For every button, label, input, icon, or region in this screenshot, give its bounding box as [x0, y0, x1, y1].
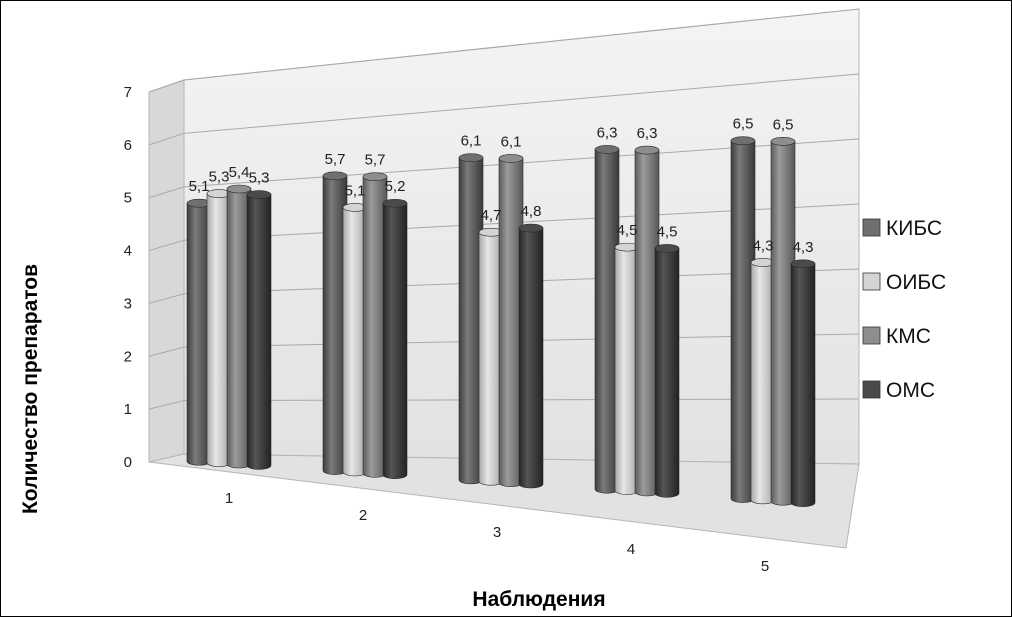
data-labels: 5,15,3 5,4 5,35,75,15,75,26,14,76,14,86,34…	[189, 116, 814, 256]
data-label: 5,7	[325, 151, 346, 168]
bar	[206, 189, 232, 467]
gridline-side	[148, 400, 185, 410]
x-tick-label: 4	[627, 541, 635, 558]
floor	[148, 453, 860, 549]
gridline-side	[148, 346, 185, 357]
data-label: 5,1	[345, 182, 366, 199]
data-label: 5,3	[209, 169, 230, 186]
bar	[186, 198, 212, 466]
gridline-side	[148, 293, 185, 304]
data-label: 6,3	[597, 124, 618, 141]
bar	[730, 136, 756, 503]
x-tick-label: 2	[359, 507, 367, 524]
legend-swatch	[862, 218, 881, 237]
x-tick-label: 3	[493, 524, 501, 541]
data-label: 6,5	[773, 116, 794, 133]
legend-label: КМС	[886, 325, 931, 348]
gridline-side	[148, 79, 185, 93]
data-label: 4,3	[793, 239, 814, 256]
data-label: 4,3	[753, 237, 774, 254]
gridline	[183, 73, 860, 134]
gridline-side	[148, 239, 185, 252]
data-label: 6,1	[501, 133, 522, 150]
bar	[594, 145, 620, 494]
y-tick-label: 6	[124, 137, 132, 154]
legend-label: КИБС	[886, 217, 942, 240]
legend: КИБС ОИБС КМС ОМС	[862, 217, 946, 402]
legend-label: ОИБС	[886, 271, 946, 294]
y-tick-label: 1	[124, 401, 132, 418]
x-tick-label: 1	[225, 490, 233, 507]
bars	[186, 136, 816, 507]
data-label: 4,7	[481, 207, 502, 224]
data-label: 6,5	[733, 116, 754, 133]
bar	[634, 145, 660, 497]
data-label: 5,1	[189, 178, 210, 195]
legend-item: КМС	[862, 325, 931, 348]
y-tick-label: 0	[124, 454, 132, 471]
bar	[654, 244, 680, 498]
legend-swatch	[862, 380, 881, 399]
y-axis-ticks: 0 1 2 3 4 5 6 7	[124, 84, 132, 471]
bar	[614, 242, 640, 495]
data-label: 5,3	[249, 170, 270, 187]
gridline-side	[148, 186, 185, 199]
data-label: 5,4	[229, 164, 250, 181]
x-axis-title: Наблюдения	[472, 588, 605, 611]
bar	[518, 223, 544, 489]
data-label: 5,7	[365, 152, 386, 169]
data-label: 6,3	[637, 125, 658, 142]
legend-item: КИБС	[862, 217, 942, 240]
gridline-side	[148, 132, 185, 146]
bar	[498, 154, 524, 487]
legend-item: ОМС	[862, 379, 935, 402]
data-label: 4,5	[657, 223, 678, 240]
data-label: 4,8	[521, 203, 542, 220]
y-tick-label: 5	[124, 190, 132, 207]
y-tick-label: 3	[124, 295, 132, 312]
x-axis-ticks: 1 2 3 4 5	[225, 490, 769, 575]
legend-swatch	[862, 272, 881, 291]
y-tick-label: 2	[124, 348, 132, 365]
legend-label: ОМС	[886, 379, 935, 402]
y-axis-title: Количество препаратов	[19, 264, 42, 514]
y-tick-label: 7	[124, 84, 132, 101]
gridline	[183, 8, 860, 81]
bar	[770, 137, 796, 506]
bar	[246, 190, 272, 470]
bar	[382, 198, 408, 479]
bar	[790, 259, 816, 507]
bar	[322, 171, 348, 475]
legend-swatch	[862, 326, 881, 345]
data-label: 5,2	[385, 178, 406, 195]
bar	[750, 258, 776, 505]
legend-item: ОИБС	[862, 271, 946, 294]
y-tick-label: 4	[124, 243, 132, 260]
data-label: 4,5	[617, 222, 638, 239]
data-label: 6,1	[461, 133, 482, 150]
x-tick-label: 5	[761, 558, 769, 575]
